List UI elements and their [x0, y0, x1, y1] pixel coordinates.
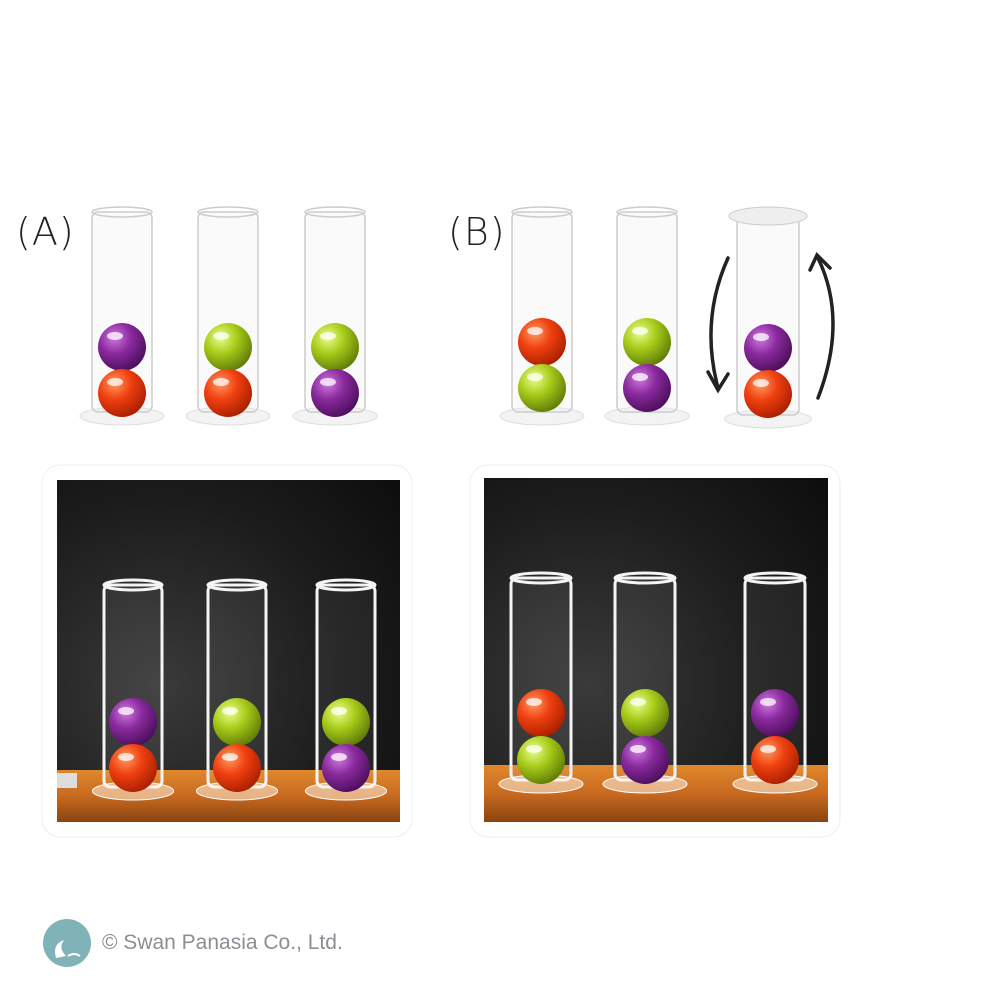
ball-highlight — [753, 333, 769, 341]
ball-highlight — [320, 378, 336, 386]
ball-highlight — [118, 753, 134, 761]
ball-highlight — [118, 707, 134, 715]
ball-red — [109, 744, 157, 792]
ball-purple — [751, 689, 799, 737]
ball-green — [322, 698, 370, 746]
ball-highlight — [760, 745, 776, 753]
ball-red — [98, 369, 146, 417]
ball-highlight — [222, 753, 238, 761]
ball-highlight — [753, 379, 769, 387]
ball-highlight — [331, 707, 347, 715]
ball-red — [751, 736, 799, 784]
ball-highlight — [630, 745, 646, 753]
tube-rim — [197, 206, 259, 218]
tube-rim — [511, 206, 573, 218]
ball-highlight — [526, 698, 542, 706]
ball-purple — [109, 698, 157, 746]
tube-rim — [613, 571, 677, 585]
ball-highlight — [630, 698, 646, 706]
tube-rim — [206, 578, 268, 592]
ball-highlight — [320, 332, 336, 340]
ball-green — [204, 323, 252, 371]
copyright-text: © Swan Panasia Co., Ltd. — [102, 931, 343, 954]
ball-red — [744, 370, 792, 418]
swan-panasia-logo — [43, 919, 91, 967]
tube-rim — [304, 206, 366, 218]
ball-green — [517, 736, 565, 784]
ball-highlight — [107, 378, 123, 386]
label-b: (B) — [448, 210, 506, 254]
ball-highlight — [213, 332, 229, 340]
ball-highlight — [107, 332, 123, 340]
ball-green — [213, 698, 261, 746]
ball-green — [623, 318, 671, 366]
ball-red — [213, 744, 261, 792]
ball-highlight — [632, 327, 648, 335]
ball-red — [518, 318, 566, 366]
footer: © Swan Panasia Co., Ltd. — [42, 918, 343, 968]
tube-rim — [102, 578, 164, 592]
ball-red — [204, 369, 252, 417]
ball-purple — [322, 744, 370, 792]
ball-green — [311, 323, 359, 371]
tube-cap — [728, 206, 808, 226]
ball-highlight — [527, 373, 543, 381]
ball-highlight — [760, 698, 776, 706]
ball-red — [517, 689, 565, 737]
ball-highlight — [527, 327, 543, 335]
ball-highlight — [222, 707, 238, 715]
chalk — [57, 773, 77, 788]
rotate-arrows-icon — [706, 251, 835, 400]
ball-highlight — [213, 378, 229, 386]
ball-green — [621, 689, 669, 737]
ball-green — [518, 364, 566, 412]
ball-purple — [744, 324, 792, 372]
tube-rim — [509, 571, 573, 585]
ball-highlight — [331, 753, 347, 761]
tube-rim — [91, 206, 153, 218]
tube-rim — [315, 578, 377, 592]
tube-rim — [616, 206, 678, 218]
ball-purple — [311, 369, 359, 417]
ball-purple — [623, 364, 671, 412]
label-a: (A) — [16, 210, 75, 254]
ball-highlight — [526, 745, 542, 753]
ball-highlight — [632, 373, 648, 381]
tube-rim — [743, 571, 807, 585]
ball-purple — [621, 736, 669, 784]
ball-purple — [98, 323, 146, 371]
